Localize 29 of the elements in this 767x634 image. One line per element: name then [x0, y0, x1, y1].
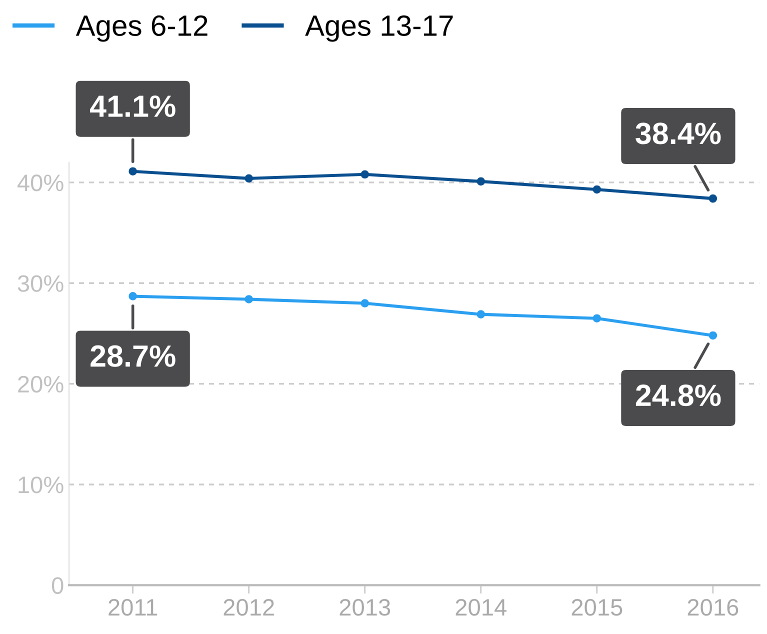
x-tick-label: 2012 — [224, 599, 274, 616]
annotation: 38.4% — [636, 122, 721, 144]
point — [244, 295, 254, 304]
y-tick-label: 30% — [18, 275, 64, 292]
point — [708, 331, 718, 340]
y-tick-label: 20% — [18, 376, 64, 393]
point — [476, 177, 486, 186]
point — [592, 314, 602, 323]
legend-label: Ages 6-12 — [76, 15, 208, 42]
point — [128, 167, 138, 176]
x-tick-label: 2015 — [572, 599, 622, 616]
x-tick-label: 2013 — [340, 599, 390, 616]
x-tick-label: 2016 — [688, 599, 738, 616]
point — [128, 292, 138, 300]
point — [708, 194, 718, 203]
point — [360, 170, 370, 179]
annotation: 24.8% — [636, 384, 721, 406]
y-tick-label: 0 — [52, 577, 64, 594]
y-tick-label: 40% — [17, 174, 64, 192]
x-tick-label: 2014 — [456, 599, 506, 616]
point — [476, 310, 486, 319]
point — [592, 185, 602, 194]
legend-label: Ages 13-17 — [305, 15, 453, 42]
x-tick-label: 2011 — [108, 599, 158, 616]
y-tick-label: 10% — [18, 476, 64, 494]
point — [244, 174, 254, 183]
point — [360, 299, 370, 308]
annotation: 28.7% — [90, 345, 176, 367]
annotation: 41.1% — [90, 96, 176, 118]
